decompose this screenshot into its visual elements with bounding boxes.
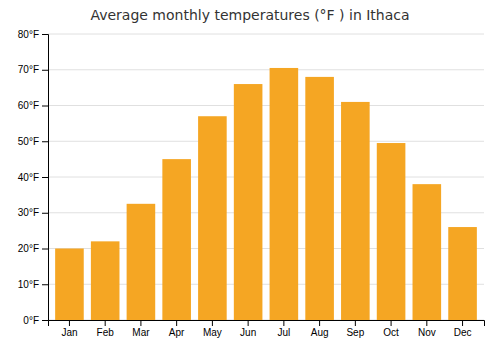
tick-mark (248, 320, 249, 326)
tick-label: 60°F (18, 100, 39, 111)
tick-label: May (203, 327, 222, 338)
y-tick: 50°F (18, 136, 48, 147)
x-tick: Jun (240, 320, 256, 338)
tick-mark (212, 320, 213, 326)
x-tick: Mar (132, 320, 150, 338)
tick-label: 30°F (18, 207, 39, 218)
tick-label: Jun (240, 327, 256, 338)
tick-label: Apr (169, 327, 185, 338)
y-tick: 20°F (18, 243, 48, 254)
grid-line (48, 177, 484, 178)
tick-mark (42, 106, 48, 107)
tick-mark (176, 320, 177, 326)
tick-mark (42, 249, 48, 250)
y-tick: 60°F (18, 100, 48, 111)
x-tick: Dec (454, 320, 472, 338)
tick-mark (42, 70, 48, 71)
tick-mark (42, 34, 48, 35)
tick-mark (462, 320, 463, 326)
x-tick: Sep (346, 320, 364, 338)
tick-label: Jan (61, 327, 77, 338)
bar (377, 143, 406, 320)
x-tick: Apr (169, 320, 185, 338)
bar (448, 227, 477, 320)
x-tick: Jul (277, 320, 290, 338)
bar (341, 102, 370, 320)
y-tick: 80°F (18, 29, 48, 40)
tick-mark (42, 320, 48, 321)
y-axis: 0°F 10°F 20°F 30°F 40°F 50°F 60°F 70°F 80°F (18, 29, 49, 326)
x-tick: Oct (383, 320, 399, 338)
tick-mark (42, 141, 48, 142)
x-tick: Feb (97, 320, 115, 338)
bar (305, 77, 334, 320)
tick-mark (105, 320, 106, 326)
title: Average monthly temperatures (°F ) in It… (90, 7, 409, 23)
y-tick: 70°F (18, 64, 48, 75)
x-tick: Jan (61, 320, 77, 338)
tick-mark (42, 213, 48, 214)
tick-mark (42, 177, 48, 178)
bar (162, 159, 191, 320)
grid (48, 34, 484, 320)
y-tick: 10°F (18, 279, 48, 290)
grid-line (48, 141, 484, 142)
tick-label: 10°F (18, 279, 39, 290)
tick-label: 0°F (23, 315, 39, 326)
bar (270, 68, 299, 320)
tick-label: Aug (311, 327, 329, 338)
tick-label: 50°F (18, 136, 39, 147)
grid-line (48, 105, 484, 106)
plot: Jan Feb Mar Apr May Jun Jul Aug Sep Oct Nov Dec 0°F 1… (18, 29, 485, 338)
tick-label: Sep (346, 327, 364, 338)
tick-label: Oct (383, 327, 399, 338)
axis-line (49, 321, 485, 327)
tick-mark (391, 320, 392, 326)
tick-mark (426, 320, 427, 326)
tick-mark (355, 320, 356, 326)
x-tick: Aug (311, 320, 329, 338)
y-tick: 40°F (18, 172, 48, 183)
grid-line (48, 69, 484, 70)
axis-line (42, 35, 49, 321)
tick-label: 40°F (18, 172, 39, 183)
bar (234, 84, 263, 320)
tick-label: Jul (277, 327, 290, 338)
tick-label: Dec (454, 327, 472, 338)
bars (55, 68, 477, 320)
x-axis: Jan Feb Mar Apr May Jun Jul Aug Sep Oct Nov Dec (49, 320, 485, 338)
tick-label: 20°F (18, 243, 39, 254)
grid-line (48, 34, 484, 35)
bar (55, 249, 84, 321)
y-tick: 30°F (18, 207, 48, 218)
tick-label: Nov (418, 327, 436, 338)
chart: Average monthly temperatures (°F ) in It… (0, 0, 500, 350)
tick-label: Feb (97, 327, 115, 338)
tick-mark (319, 320, 320, 326)
bar (413, 184, 442, 320)
tick-mark (69, 320, 70, 326)
tick-mark (283, 320, 284, 326)
x-tick: May (203, 320, 222, 338)
tick-label: Mar (132, 327, 150, 338)
bar (127, 204, 156, 320)
tick-mark (42, 284, 48, 285)
x-tick: Nov (418, 320, 436, 338)
bar (91, 241, 120, 320)
y-tick: 0°F (23, 315, 48, 326)
tick-label: 80°F (18, 29, 39, 40)
tick-mark (140, 320, 141, 326)
tick-label: 70°F (18, 64, 39, 75)
bar (198, 116, 227, 320)
